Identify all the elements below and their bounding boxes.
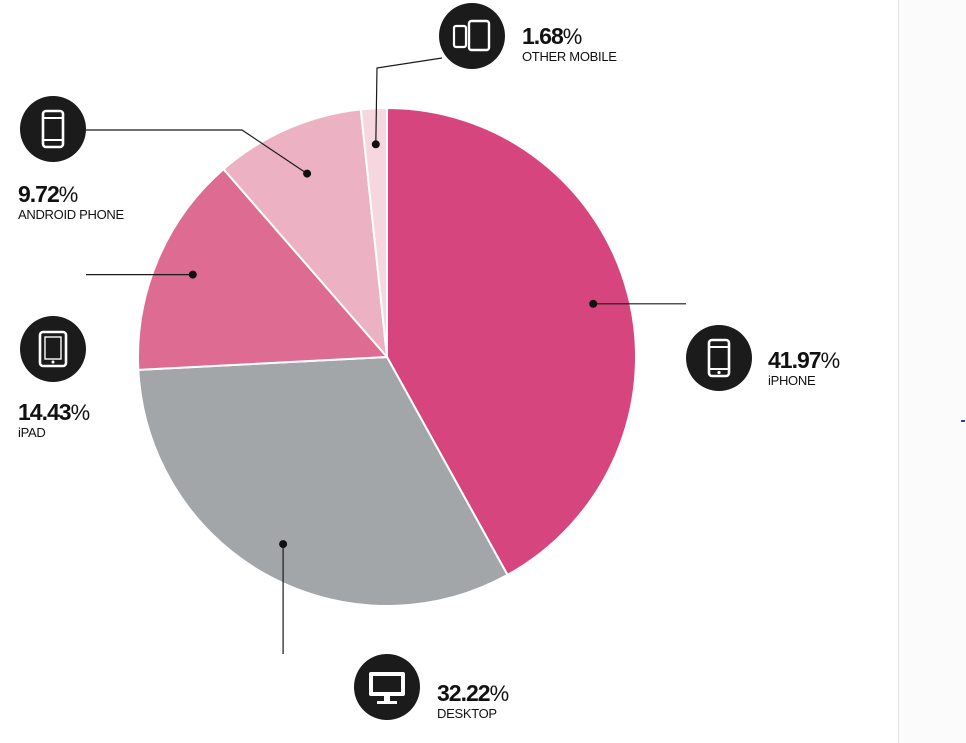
name-android-phone: ANDROID PHONE [18,207,124,222]
label-ipad: 14.43% iPAD [18,399,90,440]
name-iphone: iPHONE [768,373,816,388]
leader-dot-desktop [279,540,288,549]
pie-slice-desktop [137,356,509,607]
pct-iphone: 41.97% [768,347,840,373]
label-desktop: 32.22% DESKTOP [437,680,509,721]
pie-slice-iphone [386,107,637,576]
label-iphone: 41.97% iPHONE [768,347,840,388]
name-desktop: DESKTOP [437,706,497,721]
pie-slice-android-phone [222,108,388,358]
chart-panel: 41.97% iPHONE 32.22% DESKTOP 14.43% iPAD… [18,3,841,721]
pie-chart [20,3,752,720]
leader-line-other-mobile [375,57,443,145]
side-panel [898,0,966,743]
pie-slice-other-mobile [359,107,388,358]
smartphone-icon [686,325,752,391]
leader-dot-iphone [589,299,598,308]
pie-slice-ipad [136,168,388,371]
label-other-mobile: 1.68% OTHER MOBILE [522,24,617,64]
pct-desktop: 32.22% [437,680,509,706]
label-android-phone: 9.72% ANDROID PHONE [18,182,124,222]
name-other-mobile: OTHER MOBILE [522,49,617,64]
pct-other-mobile: 1.68% [522,23,582,49]
pct-android-phone: 9.72% [18,181,78,207]
pct-ipad: 14.43% [18,399,90,425]
leader-dot-ipad [188,270,197,279]
desktop-monitor-icon [354,654,420,720]
phone-and-tablet-icon [439,3,505,69]
name-ipad: iPAD [18,425,46,440]
android-phone-icon [20,96,86,162]
side-marker [961,420,965,422]
leader-dot-android-phone [303,169,312,178]
tablet-icon [20,316,86,382]
leader-line-android-phone [86,129,308,175]
leader-dot-other-mobile [371,140,380,149]
